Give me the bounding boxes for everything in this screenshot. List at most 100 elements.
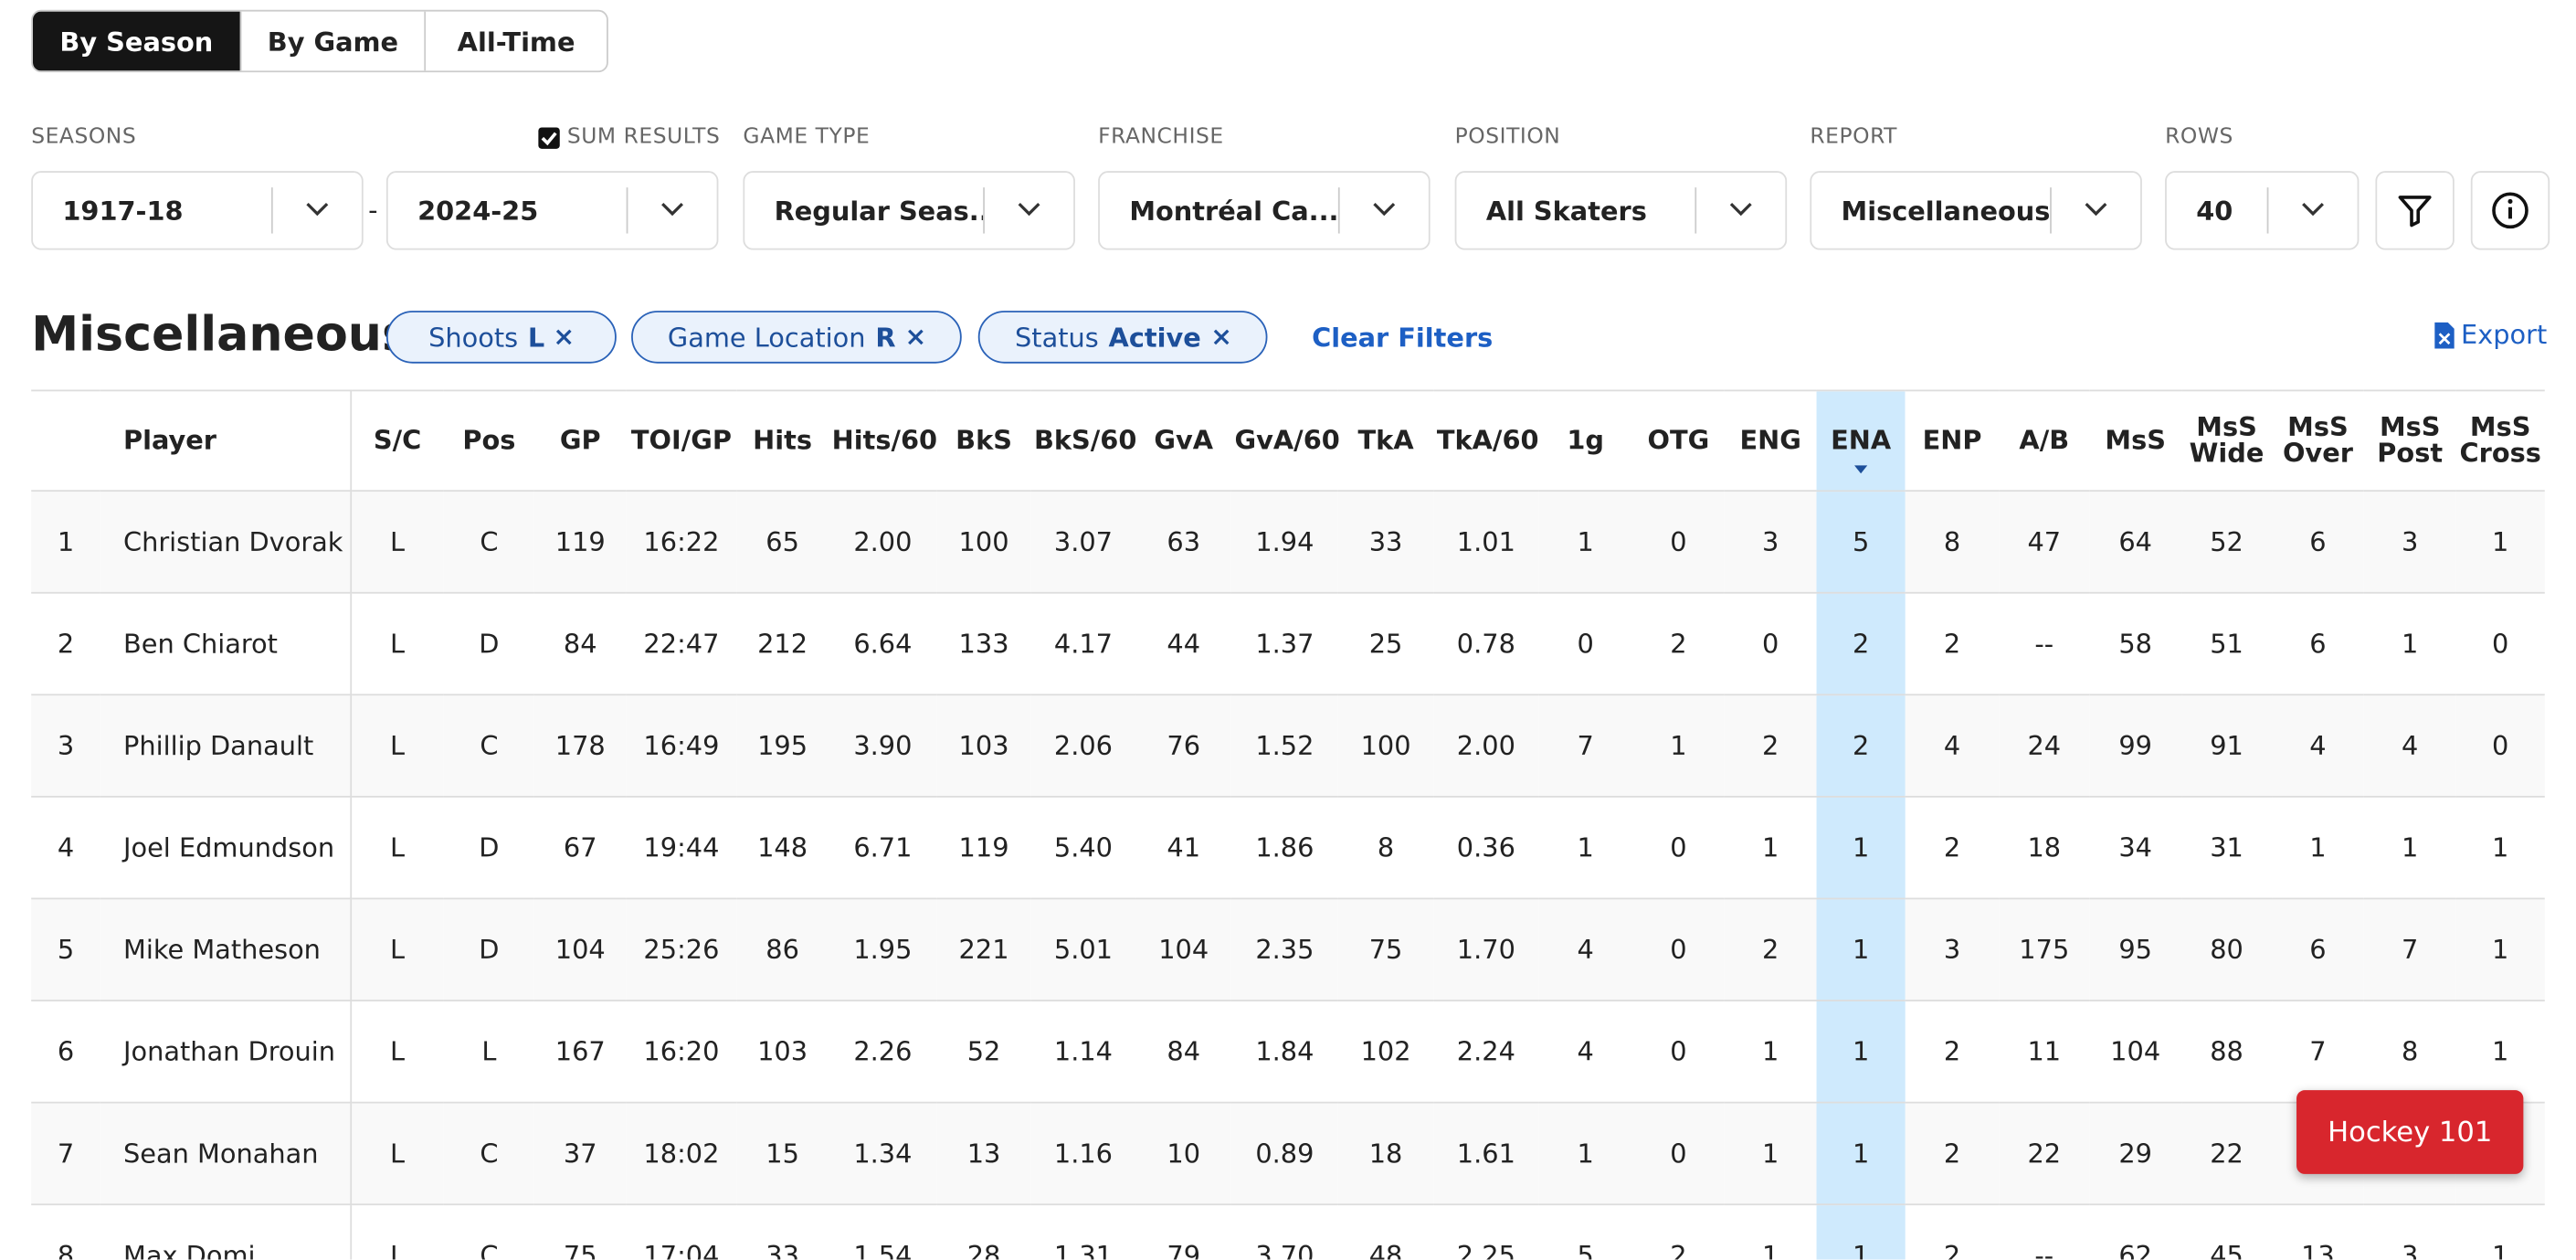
select[interactable]: All Skaters bbox=[1454, 171, 1788, 250]
table-cell: 76 bbox=[1135, 694, 1231, 798]
column-header[interactable]: S/C bbox=[350, 389, 444, 492]
column-header[interactable]: MsS Wide bbox=[2181, 389, 2273, 492]
table-cell: 1 bbox=[31, 491, 100, 594]
column-header[interactable]: GvA bbox=[1135, 389, 1231, 492]
column-header[interactable]: MsS Post bbox=[2363, 389, 2456, 492]
table-cell: 8 bbox=[2363, 1001, 2456, 1104]
separator: - bbox=[368, 194, 378, 226]
checkbox[interactable] bbox=[537, 126, 560, 149]
column-header[interactable]: BkS bbox=[936, 389, 1031, 492]
select[interactable]: Montréal Ca... bbox=[1098, 171, 1431, 250]
column-header[interactable]: ENA bbox=[1816, 389, 1906, 492]
table-cell: C bbox=[443, 1204, 534, 1260]
table-cell: 1.61 bbox=[1433, 1102, 1539, 1206]
table-cell: 3 bbox=[31, 694, 100, 798]
column-header[interactable] bbox=[31, 389, 100, 492]
table-cell: 37 bbox=[533, 1102, 627, 1206]
column-header[interactable]: MsS Cross bbox=[2455, 389, 2545, 492]
player-name: Max Domi bbox=[100, 1204, 352, 1260]
filter-icon bbox=[2398, 196, 2432, 228]
table-cell: 33 bbox=[1337, 491, 1434, 594]
divider bbox=[626, 187, 628, 234]
info-button[interactable] bbox=[2470, 171, 2550, 250]
table-cell: 2 bbox=[1632, 592, 1725, 696]
table-cell: 2.26 bbox=[828, 1001, 937, 1104]
table-cell: 28 bbox=[936, 1204, 1031, 1260]
table-cell: 100 bbox=[1337, 694, 1434, 798]
table-cell: 0.89 bbox=[1230, 1102, 1338, 1206]
column-header[interactable]: Hits/60 bbox=[828, 389, 937, 492]
table-cell: 3 bbox=[1905, 898, 2000, 1001]
filter-label: FRANCHISE bbox=[1098, 124, 1224, 150]
table-cell: 175 bbox=[1999, 898, 2090, 1001]
table-cell: 6 bbox=[31, 1001, 100, 1104]
filter-chip[interactable]: Shoots L bbox=[385, 311, 617, 364]
column-header[interactable]: GvA/60 bbox=[1230, 389, 1340, 492]
sum-results[interactable]: SUM RESULTS bbox=[537, 125, 720, 150]
divider bbox=[270, 187, 273, 234]
filter-chip[interactable]: Game Location R bbox=[631, 311, 962, 364]
table-cell: -- bbox=[1999, 592, 2090, 696]
column-header[interactable]: TOI/GP bbox=[626, 389, 737, 492]
select[interactable]: 40 bbox=[2165, 171, 2360, 250]
column-header[interactable]: TkA/60 bbox=[1433, 389, 1539, 492]
select[interactable]: 1917-18 bbox=[31, 171, 364, 250]
column-header[interactable]: Pos bbox=[443, 389, 534, 492]
tab[interactable]: By Game bbox=[239, 11, 425, 71]
column-header[interactable]: MsS Over bbox=[2272, 389, 2364, 492]
table-cell: 86 bbox=[736, 898, 829, 1001]
tab[interactable]: All-Time bbox=[424, 11, 607, 71]
chip-remove[interactable] bbox=[1211, 327, 1231, 347]
table-cell: 64 bbox=[2089, 491, 2182, 594]
chevron bbox=[2085, 203, 2107, 217]
column-header[interactable]: 1g bbox=[1538, 389, 1633, 492]
table-cell: 148 bbox=[736, 796, 829, 900]
table-cell: C bbox=[443, 1102, 534, 1206]
select[interactable]: Regular Seas... bbox=[743, 171, 1075, 250]
table-cell: 25:26 bbox=[626, 898, 737, 1001]
table-cell: 4 bbox=[1538, 898, 1633, 1001]
export[interactable]: Export bbox=[2434, 319, 2547, 350]
filter-label: REPORT bbox=[1810, 124, 1898, 150]
column-header[interactable]: A/B bbox=[1999, 389, 2090, 492]
table-cell: 75 bbox=[533, 1204, 627, 1260]
filter-chip[interactable]: Status Active bbox=[977, 311, 1268, 364]
chip-remove[interactable] bbox=[905, 327, 925, 347]
table-cell: 7 bbox=[2363, 898, 2456, 1001]
column-header[interactable]: Hits bbox=[736, 389, 829, 492]
filter-label: SEASONS bbox=[31, 124, 137, 150]
column-header[interactable]: Player bbox=[100, 389, 352, 492]
table-cell: 5 bbox=[1538, 1204, 1633, 1260]
select[interactable]: Miscellaneous bbox=[1810, 171, 2142, 250]
table-cell: 1 bbox=[1816, 796, 1906, 900]
table-cell: 119 bbox=[533, 491, 627, 594]
table-cell: 2.35 bbox=[1230, 898, 1338, 1001]
column-header[interactable]: GP bbox=[533, 389, 627, 492]
column-header[interactable]: TkA bbox=[1337, 389, 1434, 492]
help-button[interactable]: Hockey 101 bbox=[2296, 1090, 2524, 1174]
table-cell: 11 bbox=[1999, 1001, 2090, 1104]
chevron bbox=[1729, 203, 1752, 217]
table-cell: 4 bbox=[2272, 694, 2364, 798]
table-cell: 24 bbox=[1999, 694, 2090, 798]
table-cell: 17:04 bbox=[626, 1204, 737, 1260]
select-value: Miscellaneous bbox=[1841, 195, 2051, 227]
table-cell: 1.95 bbox=[828, 898, 937, 1001]
clear-filters[interactable]: Clear Filters bbox=[1312, 322, 1494, 354]
column-header[interactable]: OTG bbox=[1632, 389, 1725, 492]
table-cell: 103 bbox=[736, 1001, 829, 1104]
filter-button[interactable] bbox=[2375, 171, 2455, 250]
table-cell: 7 bbox=[1538, 694, 1633, 798]
column-header[interactable]: ENG bbox=[1724, 389, 1817, 492]
column-header[interactable]: BkS/60 bbox=[1030, 389, 1136, 492]
filter-label: ROWS bbox=[2165, 124, 2233, 150]
select-value: Montréal Ca... bbox=[1129, 195, 1338, 227]
table-cell: 2.00 bbox=[828, 491, 937, 594]
column-header[interactable]: MsS bbox=[2089, 389, 2182, 492]
table-cell: 1.16 bbox=[1030, 1102, 1136, 1206]
chip-remove[interactable] bbox=[554, 327, 575, 347]
tab[interactable]: By Season bbox=[32, 11, 240, 71]
select[interactable]: 2024-25 bbox=[385, 171, 719, 250]
column-header[interactable]: ENP bbox=[1905, 389, 2000, 492]
player-name: Ben Chiarot bbox=[100, 592, 352, 696]
